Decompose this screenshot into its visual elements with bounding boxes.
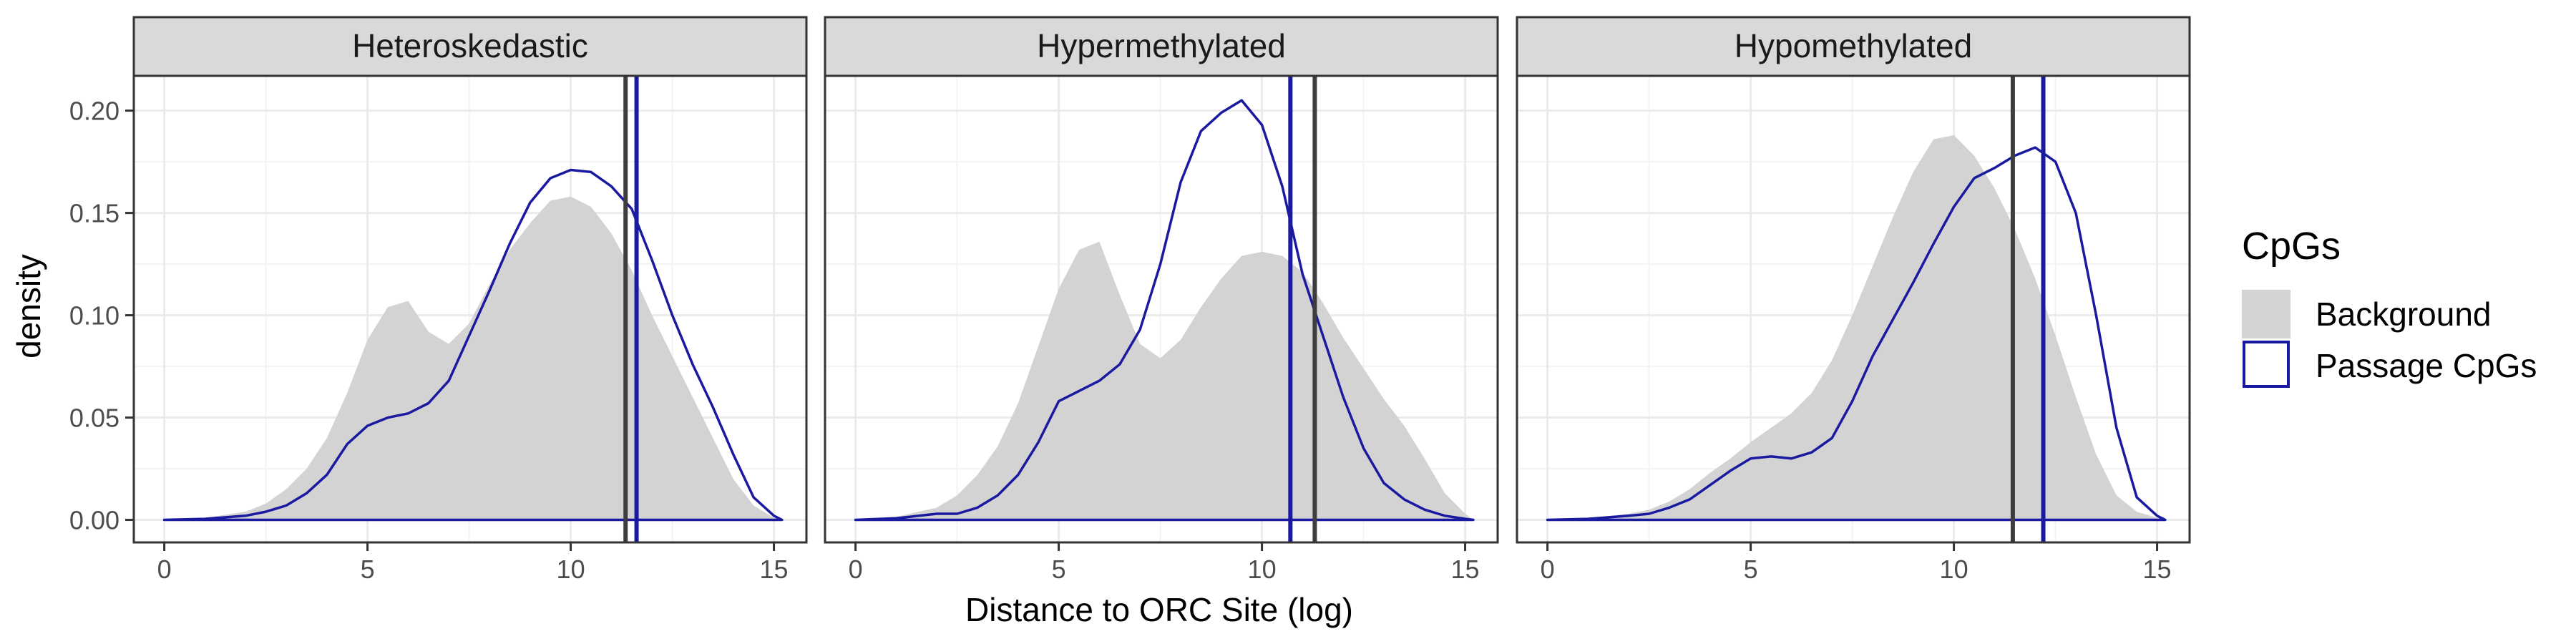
- facet-panels: Heteroskedastic 0 5 10 15 0.00 0.05 0.10 0.15 0.2…: [69, 16, 2191, 584]
- x-tick-label: 5: [361, 555, 375, 584]
- facet-strip: [1516, 16, 2191, 77]
- passage-cpgs-density-line: [854, 99, 1475, 522]
- x-tick-label: 0: [157, 555, 172, 584]
- x-tick-label: 10: [1248, 555, 1277, 584]
- facet-title: Hypermethylated: [1037, 27, 1286, 64]
- x-tick-label: 5: [1744, 555, 1758, 584]
- y-tick-label: 0.00: [69, 506, 119, 535]
- passage-cpgs-density-line: [1546, 146, 2167, 522]
- passage-cpgs-density-line: [162, 168, 784, 522]
- x-tick-label: 0: [1541, 555, 1555, 584]
- legend-title: CpGs: [2242, 225, 2341, 268]
- facet-panel-2: Hypermethylated 0 5 10 15: [824, 16, 1499, 584]
- x-tick-label: 15: [2143, 555, 2172, 584]
- facet-panel-1: Heteroskedastic 0 5 10 15 0.00 0.05 0.10 0.15 0.2…: [69, 16, 808, 584]
- x-tick-label: 15: [1451, 555, 1480, 584]
- legend: CpGs Background Passage CpGs: [2242, 225, 2537, 388]
- x-tick-label: 10: [557, 555, 585, 584]
- x-tick-label: 5: [1052, 555, 1066, 584]
- legend-label-background: Background: [2316, 296, 2492, 333]
- legend-key-background: [2242, 290, 2290, 338]
- y-tick-label: 0.10: [69, 301, 119, 331]
- y-axis-label: density: [10, 254, 47, 358]
- legend-label-passage-cpgs: Passage CpGs: [2316, 347, 2537, 384]
- facet-title: Heteroskedastic: [352, 27, 588, 64]
- x-tick-label: 10: [1940, 555, 1968, 584]
- facet-title: Hypomethylated: [1735, 27, 1972, 64]
- legend-key-passage-cpgs: [2243, 341, 2290, 388]
- y-tick-label: 0.20: [69, 97, 119, 126]
- background-density-area: [855, 241, 1473, 520]
- x-axis-label: Distance to ORC Site (log): [965, 591, 1353, 628]
- facet-strip: [132, 16, 808, 77]
- facet-strip: [824, 16, 1499, 77]
- facet-panel-3: Hypomethylated 0 5 10 15: [1516, 16, 2191, 584]
- x-tick-label: 0: [849, 555, 863, 584]
- y-tick-label: 0.15: [69, 199, 119, 228]
- x-tick-label: 15: [760, 555, 789, 584]
- y-tick-label: 0.05: [69, 404, 119, 433]
